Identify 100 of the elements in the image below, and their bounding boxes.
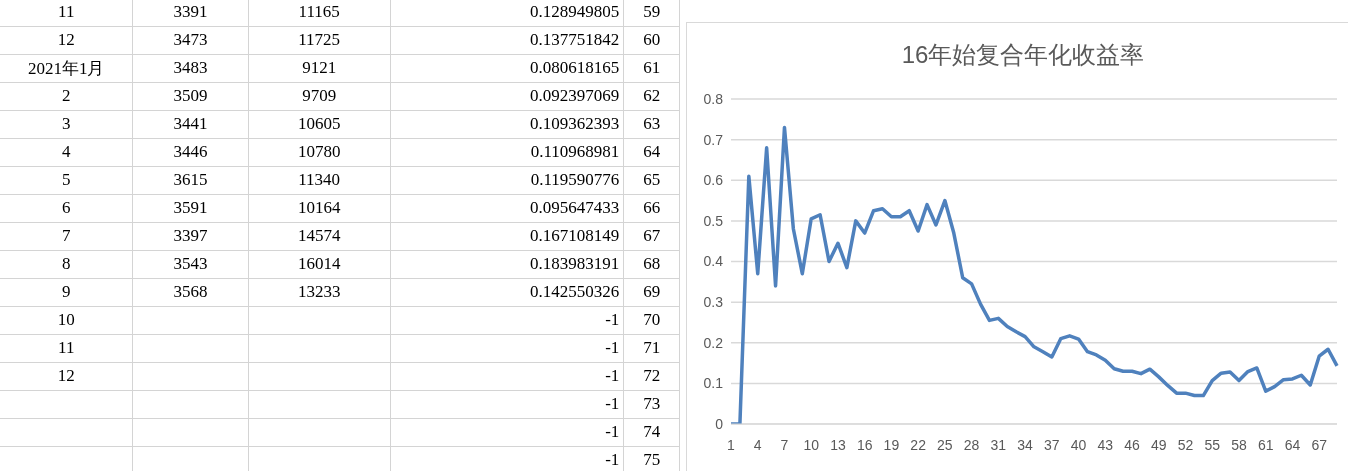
text: 9121 [302,58,337,77]
text: 0.119590776 [530,170,620,189]
x-tick-label: 52 [1177,436,1194,453]
y-tick-label: 0.8 [703,90,724,107]
x-tick-label: 34 [1017,436,1034,453]
text: 73 [643,394,661,413]
text: 9 [61,282,71,301]
text: 7 [61,226,71,245]
x-tick-label: 37 [1044,436,1060,453]
y-tick-label: 0.5 [703,212,724,229]
text: 61 [643,58,661,77]
y-tick-label: 0.2 [703,334,724,351]
text: 59 [643,1,661,21]
text: 11340 [298,170,341,189]
x-tick-label: 10 [803,436,820,453]
text: 3 [61,114,71,133]
x-tick-label: 16 [856,436,873,453]
text: -1 [605,310,620,329]
text: 65 [643,170,661,189]
y-tick-label: 0 [715,415,724,432]
y-tick-label: 0.7 [703,131,724,148]
text: 63 [643,114,661,133]
x-tick-label: 67 [1311,436,1328,453]
text: 70 [643,310,661,329]
text: 12 [57,30,75,49]
text: 66 [643,198,661,217]
text: 3473 [173,30,208,49]
text: 6 [61,198,71,217]
text: 64 [643,142,661,161]
text: 10 [57,310,75,329]
x-tick-label: 43 [1097,436,1114,453]
x-tick-label: 61 [1257,436,1274,453]
y-tick-label: 0.1 [703,375,724,392]
text: 0.183983191 [530,254,620,273]
text: 11725 [298,30,341,49]
text: 67 [643,226,661,245]
text: 14574 [297,226,341,245]
x-tick-label: 46 [1124,436,1141,453]
x-tick-label: 4 [753,436,762,453]
text: 3483 [173,58,208,77]
text: 75 [643,450,661,469]
text: 3568 [173,282,208,301]
text: 3397 [173,226,208,245]
text: 0.128949805 [530,1,620,21]
text: 11 [58,1,75,21]
x-tick-label: 22 [910,436,927,453]
text: 10605 [297,114,341,133]
text: 13233 [297,282,341,301]
text: 3543 [173,254,208,273]
text: 3509 [173,86,208,105]
chart-title: 16年始复合年化收益率 [900,40,1146,70]
text: 3591 [173,198,208,217]
text: 74 [643,422,661,441]
text: 10780 [297,142,341,161]
x-tick-label: 7 [780,436,789,453]
y-tick-label: 0.6 [703,172,724,189]
text: 0.092397069 [530,86,620,105]
text: 0.080618165 [530,58,620,77]
text: 68 [643,254,661,273]
text: -1 [605,422,620,441]
text: 0.109362393 [530,114,620,133]
y-tick-label: 0.4 [703,253,724,270]
text: 0.142550326 [530,282,620,301]
x-tick-label: 55 [1204,436,1221,453]
text: 12 [57,366,75,385]
text: 62 [643,86,661,105]
text: 60 [643,30,661,49]
text: 3391 [173,1,208,21]
y-tick-label: 0.3 [703,294,724,311]
text: 71 [643,338,661,357]
x-tick-label: 13 [830,436,846,453]
text: 9709 [302,86,337,105]
text: 8 [61,254,71,273]
text: 2 [61,86,71,105]
text: 2021年1月 [27,58,105,78]
text: 0.137751842 [530,30,620,49]
line-series [729,125,1339,424]
text: 3615 [173,170,208,189]
x-tick-label: 19 [883,436,900,453]
text: 3441 [173,114,208,133]
text: 3446 [173,142,208,161]
text: 16014 [297,254,341,273]
text: 69 [643,282,661,301]
x-tick-label: 40 [1070,436,1087,453]
text: 11 [58,338,75,357]
text: 4 [61,142,71,161]
text: -1 [605,366,620,385]
text: 0.167108149 [530,226,620,245]
text: -1 [605,450,620,469]
x-tick-label: 64 [1284,436,1301,453]
x-tick-label: 1 [727,436,736,453]
x-tick-label: 49 [1150,436,1167,453]
text: 10164 [297,198,341,217]
text: 0.095647433 [530,198,620,217]
text: -1 [605,338,620,357]
text: 11165 [298,1,340,21]
text: -1 [605,394,620,413]
x-tick-label: 31 [990,436,1007,453]
text: 72 [643,366,661,385]
x-tick-label: 25 [937,436,953,453]
